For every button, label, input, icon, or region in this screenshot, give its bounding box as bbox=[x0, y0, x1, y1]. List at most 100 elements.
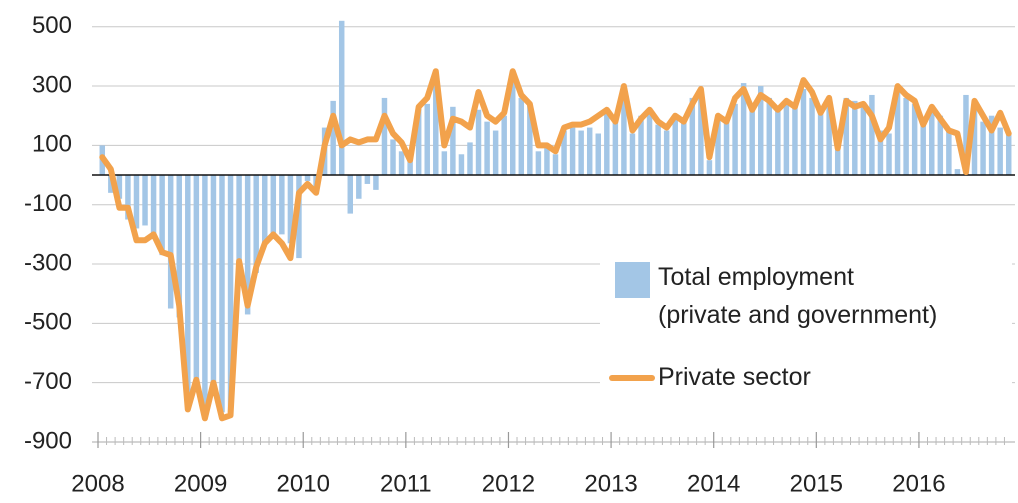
bar bbox=[424, 103, 430, 176]
bar bbox=[1005, 133, 1012, 176]
bar bbox=[407, 157, 413, 176]
bar bbox=[552, 154, 559, 176]
bar bbox=[219, 175, 225, 413]
bar bbox=[467, 142, 473, 176]
bar bbox=[723, 118, 730, 176]
y-tick-label: -700 bbox=[24, 368, 72, 395]
bar bbox=[929, 106, 935, 176]
bar bbox=[381, 97, 388, 176]
bar bbox=[133, 175, 140, 229]
bar bbox=[732, 103, 738, 176]
x-tick-label: 2015 bbox=[790, 470, 843, 497]
bar bbox=[715, 115, 721, 176]
bar bbox=[330, 100, 336, 176]
bar bbox=[458, 154, 465, 176]
bar bbox=[373, 175, 379, 190]
bar bbox=[116, 175, 123, 199]
bar bbox=[809, 97, 815, 176]
bar bbox=[390, 139, 396, 176]
legend-swatch bbox=[615, 262, 650, 298]
bar bbox=[185, 175, 191, 404]
bar bbox=[304, 175, 311, 181]
bar bbox=[364, 175, 371, 184]
bar bbox=[621, 91, 627, 176]
y-tick-label: 100 bbox=[32, 131, 72, 158]
bar bbox=[262, 175, 268, 244]
bar bbox=[663, 130, 670, 176]
bar bbox=[441, 151, 448, 176]
bar bbox=[937, 115, 944, 176]
line bbox=[99, 68, 1012, 422]
bar bbox=[886, 133, 892, 176]
bar bbox=[911, 103, 918, 176]
bar bbox=[629, 133, 636, 176]
bar bbox=[646, 112, 653, 176]
bar bbox=[578, 130, 584, 176]
y-tick-label: 500 bbox=[32, 12, 72, 39]
bar bbox=[202, 175, 208, 410]
bar bbox=[236, 175, 242, 279]
bar bbox=[415, 106, 422, 176]
bar bbox=[125, 175, 131, 220]
bar bbox=[775, 109, 781, 176]
bar bbox=[698, 94, 704, 176]
bar bbox=[501, 115, 507, 176]
bar bbox=[920, 124, 926, 176]
y-tick-label: 300 bbox=[32, 71, 72, 98]
bar bbox=[433, 80, 439, 176]
x-tick-label: 2013 bbox=[584, 470, 637, 497]
x-tick-label: 2009 bbox=[174, 470, 227, 497]
bar bbox=[826, 97, 832, 176]
bar bbox=[988, 115, 995, 176]
bar bbox=[544, 145, 550, 176]
bar bbox=[586, 127, 593, 176]
bar bbox=[210, 175, 217, 383]
bar bbox=[287, 175, 294, 244]
bar bbox=[492, 130, 499, 176]
bar bbox=[740, 83, 747, 176]
bar bbox=[159, 175, 165, 256]
x-tick-label: 2016 bbox=[892, 470, 945, 497]
x-tick-label: 2014 bbox=[687, 470, 740, 497]
bar bbox=[783, 100, 790, 176]
bar bbox=[356, 175, 362, 199]
bar bbox=[253, 175, 259, 273]
bar bbox=[946, 130, 952, 176]
bar bbox=[971, 100, 978, 176]
x-tick-label: 2011 bbox=[380, 470, 432, 497]
bar bbox=[766, 97, 773, 176]
bar bbox=[527, 103, 533, 176]
bar bbox=[681, 121, 687, 176]
x-tick-label: 2012 bbox=[482, 470, 535, 497]
bar bbox=[142, 175, 148, 226]
x-tick-label: 2010 bbox=[277, 470, 330, 497]
y-tick-label: -500 bbox=[24, 309, 72, 336]
bar bbox=[604, 112, 610, 176]
bar bbox=[475, 109, 482, 176]
bar bbox=[244, 175, 251, 315]
bar bbox=[852, 100, 858, 176]
bar bbox=[176, 175, 182, 318]
bar bbox=[296, 175, 302, 259]
bar bbox=[595, 133, 601, 176]
bar bbox=[484, 121, 490, 176]
y-tick-label: -300 bbox=[24, 249, 72, 276]
bar bbox=[227, 175, 234, 413]
bar bbox=[150, 175, 157, 235]
legend-label: Private sector bbox=[658, 363, 811, 391]
bar bbox=[279, 175, 285, 235]
bar bbox=[800, 89, 807, 176]
bar bbox=[108, 175, 114, 193]
x-tick-label: 2008 bbox=[71, 470, 124, 497]
bar bbox=[749, 106, 755, 176]
legend-background bbox=[600, 250, 1012, 400]
bar bbox=[860, 106, 867, 176]
bar bbox=[338, 20, 345, 176]
bar bbox=[706, 160, 713, 176]
y-tick-label: -100 bbox=[24, 190, 72, 217]
bar bbox=[954, 169, 961, 176]
bar bbox=[817, 109, 824, 176]
bar bbox=[894, 89, 901, 176]
y-tick-label: -900 bbox=[24, 427, 72, 454]
